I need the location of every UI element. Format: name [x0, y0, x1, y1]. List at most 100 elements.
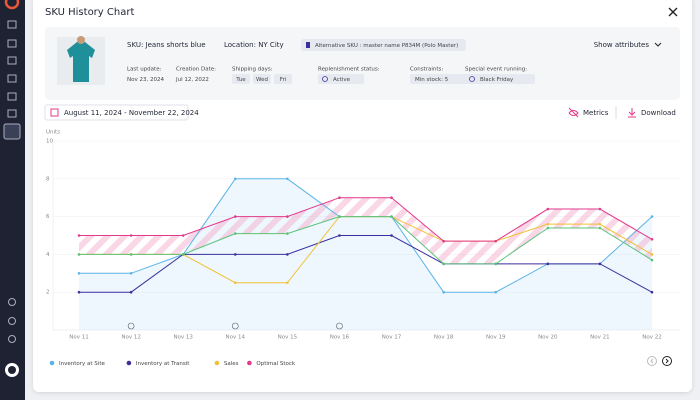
legend-swatch	[247, 360, 252, 366]
point	[181, 253, 185, 256]
y-tick-label: 6	[46, 214, 50, 220]
x-tick-label: Nov 21	[590, 335, 609, 341]
point	[598, 207, 602, 211]
nav-icon[interactable]	[8, 317, 16, 325]
x-tick-label: Nov 20	[538, 335, 558, 341]
date-range-box[interactable]	[44, 104, 189, 121]
x-tick-label: Nov 13	[173, 335, 193, 341]
date-range[interactable]: August 11, 2024 - November 22, 2024	[64, 109, 199, 117]
day-chip	[253, 74, 271, 84]
nav-icon[interactable]	[8, 335, 16, 343]
point	[598, 226, 602, 230]
nav-icon[interactable]	[7, 92, 17, 101]
nav-icon[interactable]	[7, 56, 17, 65]
chevron[interactable]	[654, 42, 662, 47]
sidebar-icons	[3, 20, 21, 343]
nav-icon[interactable]	[7, 39, 17, 48]
prev-arrow[interactable]	[650, 358, 654, 364]
day: Tue	[235, 77, 246, 83]
point	[494, 239, 498, 243]
legend-label: Sales	[224, 361, 239, 367]
alternative-sku: Alternative SKU : master name P834M (Pol…	[315, 43, 458, 49]
x-tick-label: Nov 16	[330, 335, 350, 341]
point	[546, 262, 550, 266]
day-chip	[274, 74, 292, 84]
point	[77, 234, 81, 237]
avatar-inner	[8, 366, 16, 374]
series-line	[79, 216, 653, 265]
detail-label: Special event running:	[465, 67, 527, 73]
metrics-icon[interactable]	[568, 107, 579, 118]
metrics[interactable]: Metrics	[583, 109, 609, 117]
logo	[4, 0, 20, 10]
point	[286, 253, 289, 256]
point	[442, 290, 445, 294]
point	[286, 177, 289, 181]
detail-icon	[469, 76, 475, 82]
next-button[interactable]	[662, 356, 672, 366]
nav-icon[interactable]	[7, 20, 17, 29]
nav-icon-active[interactable]	[3, 123, 21, 140]
y-tick-label: 8	[46, 176, 50, 182]
detail-label: Creation Date:	[176, 67, 216, 73]
detail-value: Active	[333, 77, 351, 83]
x-tick-label: Nov 18	[434, 335, 454, 341]
point	[442, 262, 445, 266]
point	[494, 290, 498, 294]
x-tick-label: Nov 12	[121, 335, 140, 341]
point	[546, 222, 550, 226]
point	[233, 232, 237, 235]
point	[338, 215, 341, 218]
legend-swatch	[49, 360, 55, 366]
product-shirt	[67, 42, 95, 82]
detail-value: Min stock: 5	[415, 77, 449, 83]
point	[390, 215, 393, 218]
detail-icon	[322, 76, 328, 82]
detail-value: Jul 12, 2022	[175, 77, 209, 83]
download[interactable]: Download	[641, 109, 676, 117]
point	[390, 234, 393, 237]
event-icon	[336, 322, 343, 330]
sku: SKU: Jeans shorts blue	[127, 41, 206, 49]
nav-icon[interactable]	[8, 298, 16, 306]
legend-swatch	[214, 360, 220, 366]
event-icon	[127, 322, 135, 330]
point	[338, 196, 341, 199]
day: Fri	[280, 77, 287, 83]
detail-chip	[465, 74, 535, 84]
nav-icon[interactable]	[7, 109, 17, 118]
point	[129, 272, 133, 275]
point	[286, 232, 289, 235]
point	[546, 226, 550, 230]
show-attributes[interactable]: Show attributes	[594, 41, 650, 49]
detail-value: Black Friday	[480, 77, 514, 83]
close-button[interactable]	[668, 7, 678, 17]
point	[233, 215, 237, 218]
day-chip	[232, 74, 250, 84]
point	[181, 234, 185, 237]
series-line	[79, 235, 653, 293]
info-card	[45, 27, 680, 100]
point	[598, 222, 602, 226]
y-tick-label: 2	[46, 290, 50, 296]
nav-icon[interactable]	[7, 74, 17, 83]
site-area	[79, 178, 652, 330]
prev-button[interactable]	[647, 356, 657, 366]
sidebar	[0, 0, 25, 400]
download-icon[interactable]	[628, 108, 636, 118]
alt-sku-chip	[301, 39, 466, 51]
point	[650, 290, 654, 294]
panel-title: SKU History Chart	[45, 7, 134, 18]
alt-sku-icon	[306, 42, 310, 48]
detail-chip	[410, 74, 470, 84]
point	[77, 290, 81, 294]
calendar-icon	[50, 108, 59, 117]
detail-value: Nov 23, 2024	[127, 77, 164, 83]
legend-swatch	[126, 360, 132, 366]
point	[77, 253, 81, 256]
point	[233, 177, 237, 181]
detail-label: Last update:	[127, 67, 162, 73]
next-arrow[interactable]	[665, 358, 669, 364]
point	[650, 237, 654, 241]
